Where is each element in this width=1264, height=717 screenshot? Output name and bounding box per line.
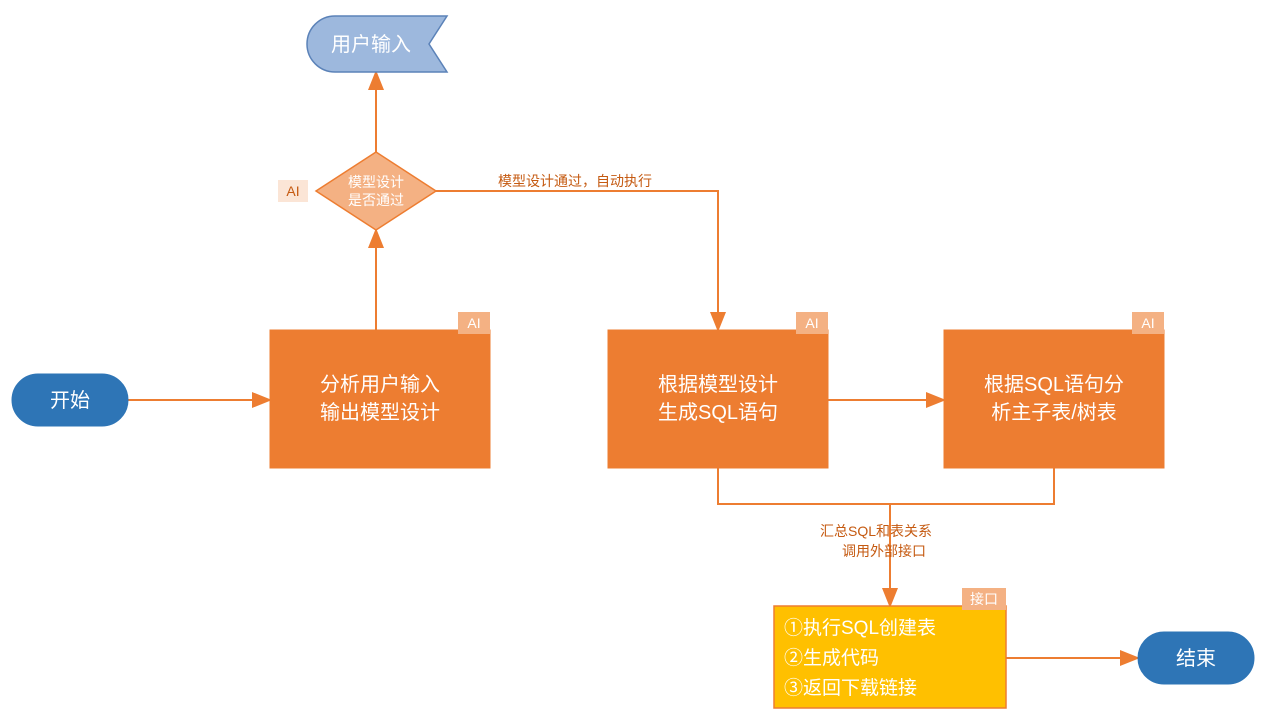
svg-text:接口: 接口 [970,591,998,607]
svg-text:开始: 开始 [50,389,90,412]
gensql-node: 根据模型设计生成SQL语句 AI [608,312,828,468]
edge-label-pass: 模型设计通过，自动执行 [498,173,652,189]
svg-text:AI: AI [805,315,818,331]
analyze-sql-node: 根据SQL语句分析主子表/树表 AI [944,312,1164,468]
decision-node: 模型设计是否通过 [316,152,436,230]
svg-text:根据模型设计: 根据模型设计 [658,373,778,396]
flowchart-canvas: 模型设计通过，自动执行汇总SQL和表关系调用外部接口 开始 用户输入模型设计是否通过… [0,0,1264,717]
end-node: 结束 [1138,632,1254,684]
analyzesql-down [890,468,1054,504]
svg-text:生成SQL语句: 生成SQL语句 [658,401,778,424]
user-input-node: 用户输入 [307,16,447,72]
svg-text:是否通过: 是否通过 [348,192,404,208]
svg-text:用户输入: 用户输入 [331,33,411,56]
svg-text:AI: AI [1141,315,1154,331]
svg-text:③返回下载链接: ③返回下载链接 [784,677,917,699]
svg-text:析主子表/树表: 析主子表/树表 [991,401,1117,424]
decision-ai-badge: AI [278,180,308,202]
gensql-down [718,468,890,504]
exec-node: ①执行SQL创建表 ②生成代码 ③返回下载链接 接口 [774,588,1006,708]
analyze-node: 分析用户输入输出模型设计 AI [270,312,490,468]
svg-text:AI: AI [286,183,299,199]
svg-text:结束: 结束 [1176,647,1216,670]
edge-label-summary1: 汇总SQL和表关系 [820,523,932,539]
svg-text:根据SQL语句分: 根据SQL语句分 [984,373,1124,396]
svg-text:①执行SQL创建表: ①执行SQL创建表 [784,617,936,639]
edge-label-summary2: 调用外部接口 [842,543,926,559]
decision-to-gensql [436,191,718,330]
svg-text:模型设计: 模型设计 [348,174,404,190]
start-node: 开始 [12,374,128,426]
svg-text:AI: AI [467,315,480,331]
svg-text:输出模型设计: 输出模型设计 [320,401,440,424]
svg-text:分析用户输入: 分析用户输入 [320,373,440,396]
svg-text:②生成代码: ②生成代码 [784,647,879,669]
